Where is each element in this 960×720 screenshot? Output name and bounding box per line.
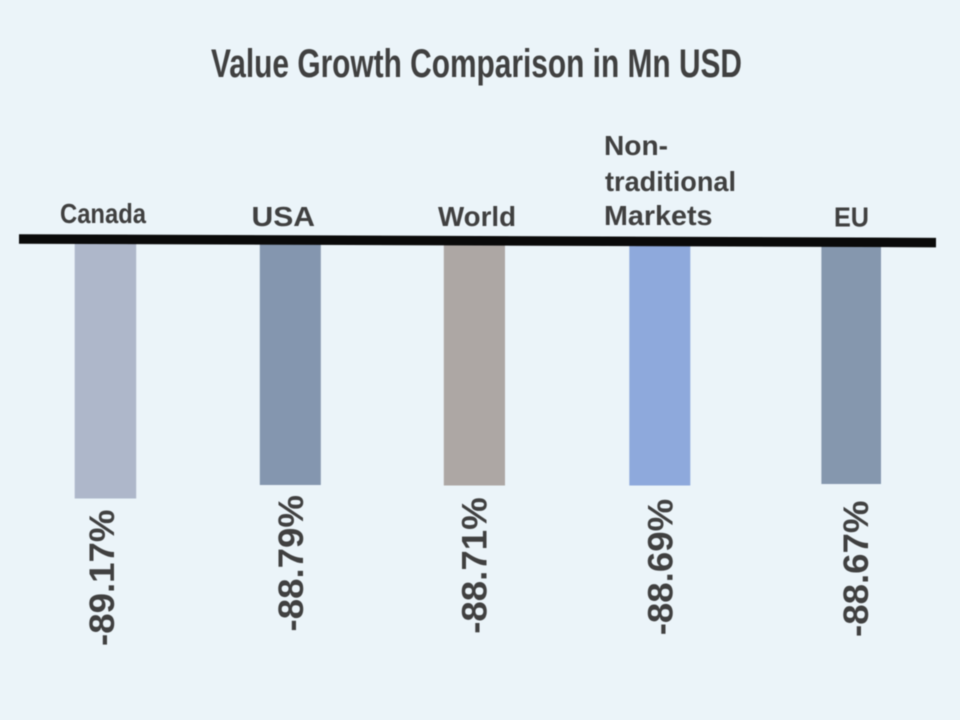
svg-text:Value Growth Comparison in Mn: Value Growth Comparison in Mn USD: [211, 42, 742, 86]
svg-text:-89.17%: -89.17%: [83, 510, 122, 647]
svg-text:-88.79%: -88.79%: [272, 495, 311, 632]
svg-text:Markets: Markets: [604, 200, 713, 231]
svg-text:Canada: Canada: [60, 198, 146, 229]
svg-text:-88.69%: -88.69%: [642, 499, 681, 636]
svg-text:USA: USA: [252, 201, 316, 232]
svg-text:World: World: [438, 201, 516, 232]
svg-text:traditional: traditional: [605, 166, 736, 197]
svg-text:-88.67%: -88.67%: [837, 501, 876, 638]
svg-text:Non-: Non-: [604, 130, 668, 161]
svg-text:EU: EU: [834, 202, 869, 233]
svg-text:-88.71%: -88.71%: [456, 497, 495, 634]
